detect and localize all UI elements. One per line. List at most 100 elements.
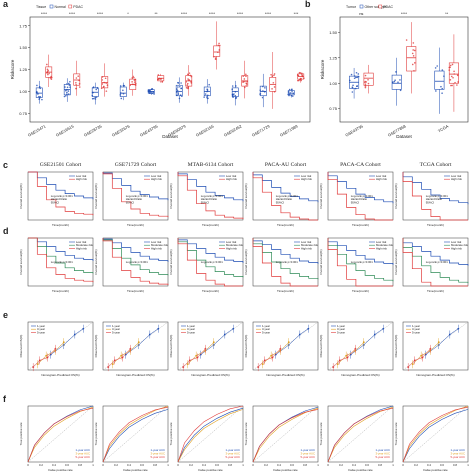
data-point — [206, 94, 209, 97]
data-point — [263, 90, 266, 93]
data-point — [134, 82, 137, 85]
data-point — [454, 81, 456, 84]
data-point — [177, 81, 179, 84]
data-point — [262, 85, 264, 88]
legend-label: 3-year AUC — [151, 452, 165, 456]
data-point — [180, 87, 182, 90]
legend-label: 5-year AUC — [151, 455, 165, 459]
legend-label: 1-year AUC — [301, 448, 315, 452]
data-point — [177, 92, 179, 94]
data-point — [176, 88, 178, 90]
legend-label: Moderate risk — [76, 243, 94, 247]
legend-label: 1-year — [337, 324, 345, 328]
data-point — [66, 83, 68, 85]
data-point — [354, 87, 357, 90]
data-point — [394, 79, 396, 81]
data-point — [273, 74, 275, 77]
roc-curve-3-year — [402, 405, 469, 463]
annotation: Log-rank p<0.001 — [426, 194, 448, 198]
data-point — [160, 77, 162, 80]
roc-frame — [177, 405, 244, 463]
legend-label: 5-year — [187, 330, 195, 334]
panel-label-c: c — [3, 160, 8, 170]
data-point — [214, 57, 217, 59]
legend-label: 3-year — [112, 327, 120, 331]
legend-label: High risk — [376, 246, 387, 250]
x-tick-label: 0.2 — [39, 463, 43, 467]
data-point — [75, 83, 77, 86]
roc-curve-5-year — [252, 409, 319, 463]
legend-label: Moderate risk — [376, 243, 394, 247]
data-point — [69, 86, 71, 88]
legend-label: 1-year AUC — [451, 448, 465, 452]
roc-curve-5-year — [177, 405, 244, 463]
data-point — [212, 55, 215, 58]
data-point — [187, 73, 189, 76]
y-tick-label: 1.50 — [19, 45, 28, 50]
legend-label: 3-year AUC — [301, 452, 315, 456]
x-axis-label: Nomogram-Predicted OS(%) — [116, 373, 154, 377]
km-curve-high-risk — [102, 238, 169, 285]
x-tick-label: 0.2 — [264, 463, 268, 467]
annotation: 95%CI — [51, 200, 60, 204]
legend-label: 1-year AUC — [376, 448, 390, 452]
km-curve-low-risk — [402, 172, 469, 205]
km-curve-high-risk — [102, 172, 169, 218]
roc-curve-3-year — [27, 406, 94, 463]
cohort-title: GSE71729 Cohort — [115, 162, 157, 168]
x-tick-label: 0 — [252, 463, 254, 467]
calibration-frame — [102, 321, 169, 371]
roc-curve-5-year — [27, 407, 94, 463]
data-point — [177, 93, 180, 96]
data-point — [245, 85, 247, 87]
x-tick-label: 0.6 — [140, 463, 144, 467]
y-axis-label: Observed OS(%) — [394, 335, 398, 358]
annotation: Log-rank p<0.001 — [201, 260, 223, 264]
legend-label: 5-year — [262, 330, 270, 334]
y-axis-label: Overall survival(%) — [94, 249, 98, 274]
data-point — [298, 71, 301, 74]
x-tick-label: 0.2 — [414, 463, 418, 467]
legend-label: PDAC — [73, 5, 83, 9]
data-point — [37, 93, 39, 95]
annotation: Hazard Ratio — [351, 197, 368, 201]
annotation: Log-rank p<0.001 — [51, 260, 73, 264]
legend-label: 5-year AUC — [451, 455, 465, 459]
ideal-line — [102, 321, 169, 371]
x-tick-label: 0.8 — [303, 463, 307, 467]
data-point — [147, 90, 150, 92]
data-point — [48, 72, 50, 75]
x-axis-label: Time(month) — [352, 223, 369, 227]
box-other-subtype — [434, 70, 445, 90]
calibration-line-1-year — [350, 328, 384, 355]
data-point — [297, 79, 299, 82]
km-curve-low-risk — [28, 171, 94, 200]
roc-frame — [252, 405, 319, 463]
data-point — [231, 88, 234, 91]
data-point — [351, 91, 354, 93]
roc-curve-3-year — [327, 406, 394, 463]
data-point — [179, 94, 182, 96]
x-axis-label: Nomogram-Predicted OS(%) — [341, 373, 379, 377]
data-point — [353, 75, 356, 77]
data-point — [364, 74, 367, 77]
data-point — [78, 79, 80, 82]
legend-label: 1-year AUC — [226, 448, 240, 452]
data-point — [434, 67, 437, 69]
x-tick-label: 0.4 — [52, 463, 56, 467]
data-point — [64, 86, 66, 88]
y-axis-label: Riskscore — [320, 59, 325, 79]
calibration-line-5-year — [33, 348, 56, 368]
legend-label: 5-year AUC — [76, 455, 90, 459]
data-point — [133, 83, 135, 86]
data-point — [355, 71, 358, 74]
data-point — [188, 79, 190, 82]
diagonal-line — [27, 405, 94, 463]
km-curve-high-risk — [327, 238, 393, 287]
data-point — [161, 80, 163, 83]
x-tick-label: 0.4 — [427, 463, 431, 467]
legend-label: High risk — [451, 177, 462, 181]
y-tick-label: 1.25 — [19, 67, 28, 72]
x-tick-label: 0 — [402, 463, 404, 467]
data-point — [453, 70, 455, 73]
